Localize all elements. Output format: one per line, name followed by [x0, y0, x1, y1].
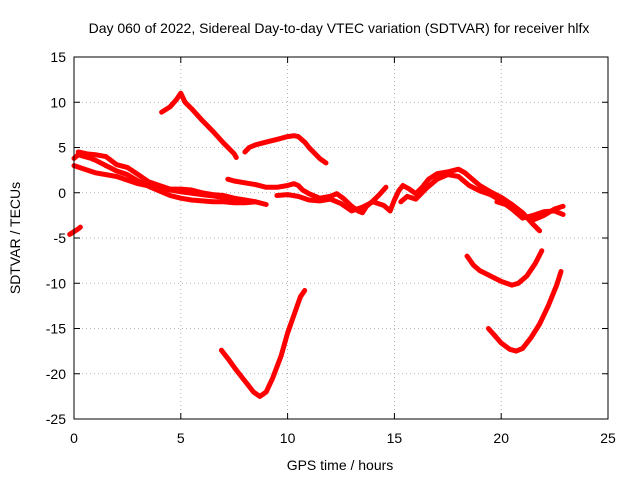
series-s1	[67, 224, 83, 237]
grid	[74, 57, 608, 419]
series-s11	[494, 199, 566, 223]
y-tick-label: 0	[58, 185, 66, 201]
y-tick-label: 15	[50, 49, 66, 65]
y-tick-label: 10	[50, 94, 66, 110]
y-tick-label: -5	[54, 230, 67, 246]
x-ticks: 0 5 10 15 20 25	[70, 57, 616, 446]
x-tick-label: 20	[493, 430, 509, 446]
series-s7	[225, 176, 389, 216]
x-tick-label: 5	[177, 430, 185, 446]
series-s10	[398, 172, 566, 221]
y-tick-label: -25	[46, 411, 66, 427]
series-s9	[387, 166, 543, 234]
y-tick-label: -15	[46, 321, 66, 337]
chart-title: Day 060 of 2022, Sidereal Day-to-day VTE…	[89, 20, 590, 36]
x-tick-label: 25	[600, 430, 616, 446]
x-axis-label: GPS time / hours	[287, 457, 394, 473]
series-s8	[274, 192, 393, 214]
series-s6	[242, 133, 329, 166]
y-ticks: -25 -20 -15 -10 -5 0 5 10 15	[46, 49, 608, 427]
series-s13	[485, 269, 564, 354]
y-tick-label: -10	[46, 275, 66, 291]
y-tick-label: -20	[46, 366, 66, 382]
series-s4	[75, 149, 269, 207]
series-s12	[464, 248, 545, 288]
series-s14	[218, 288, 308, 399]
y-axis-label: SDTVAR / TECUs	[7, 182, 23, 294]
x-tick-label: 10	[280, 430, 296, 446]
y-tick-label: 5	[58, 140, 66, 156]
x-tick-label: 0	[70, 430, 78, 446]
series-layer	[67, 90, 566, 399]
x-tick-label: 15	[387, 430, 403, 446]
series-s5	[159, 90, 239, 160]
